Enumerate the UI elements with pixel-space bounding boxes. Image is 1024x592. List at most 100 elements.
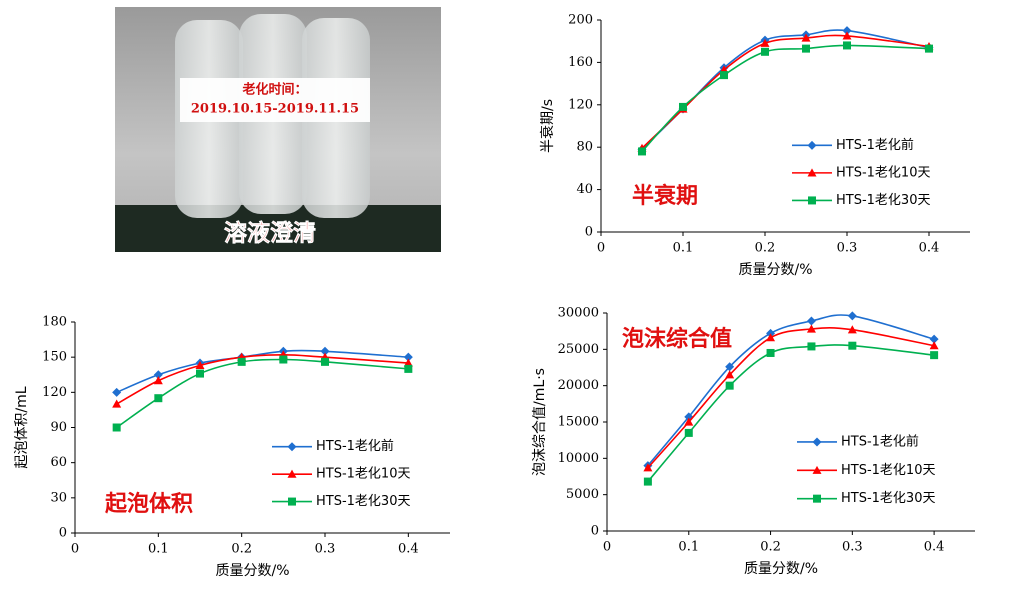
legend-label: HTS-1老化前 (841, 433, 919, 449)
marker (801, 33, 811, 42)
legend-marker (808, 196, 816, 205)
y-tick-label: 25000 (558, 342, 599, 357)
y-tick-label: 0 (59, 526, 67, 541)
y-tick-label: 30000 (558, 306, 599, 321)
marker (684, 428, 693, 437)
marker (802, 44, 810, 53)
marker (720, 71, 728, 80)
x-tick-label: 0 (597, 241, 605, 256)
photo: 老化时间： 2019.10.15-2019.11.15 溶液澄清 (115, 7, 441, 252)
marker (847, 325, 857, 334)
marker (403, 358, 413, 367)
y-tick-label: 15000 (558, 415, 599, 430)
legend-marker (807, 140, 817, 150)
marker (848, 341, 857, 350)
marker (112, 423, 121, 432)
y-tick-label: 30 (50, 490, 67, 505)
y-tick-label: 160 (568, 55, 593, 70)
annotation: 起泡体积 (104, 491, 193, 517)
series-line (116, 358, 409, 429)
marker (154, 394, 163, 403)
marker (760, 38, 770, 47)
photo-label-dates: 2019.10.15-2019.11.15 (191, 102, 359, 117)
legend-marker (812, 437, 822, 447)
marker (847, 311, 857, 321)
y-axis-label: 起泡体积/mL (14, 386, 30, 468)
legend-marker (812, 465, 822, 474)
legend-marker (287, 442, 297, 452)
legend-marker (813, 494, 821, 503)
marker (725, 362, 735, 372)
x-tick-label: 0 (71, 542, 79, 557)
x-tick-label: 0.1 (673, 241, 694, 256)
y-tick-label: 90 (50, 420, 67, 435)
marker (112, 399, 122, 408)
marker (930, 351, 939, 360)
y-tick-label: 40 (576, 182, 593, 197)
photo-label-title: 老化时间： (241, 82, 307, 98)
legend-label: HTS-1老化10天 (836, 165, 930, 180)
legend-label: HTS-1老化前 (316, 438, 394, 454)
marker (279, 355, 288, 364)
series-line (641, 29, 930, 150)
marker (929, 334, 939, 344)
marker (638, 147, 646, 156)
legend-marker (807, 168, 817, 177)
marker (153, 370, 163, 380)
y-tick-label: 150 (42, 350, 67, 365)
legend-label: HTS-1老化10天 (316, 467, 410, 482)
x-tick-label: 0.4 (398, 542, 419, 557)
marker (725, 370, 735, 379)
y-tick-label: 80 (576, 140, 593, 155)
marker (643, 477, 652, 486)
marker (929, 341, 939, 350)
legend-label: HTS-1老化10天 (841, 463, 935, 478)
y-tick-label: 120 (568, 97, 593, 112)
legend-marker (287, 469, 297, 478)
chart: 0 30 60 90 120 150 180 0 0.1 0.2 0.3 0.4 质量分数/% 起泡体积/… (14, 315, 450, 579)
marker (196, 369, 204, 378)
x-tick-label: 0.1 (148, 542, 169, 557)
y-tick-label: 0 (585, 225, 593, 240)
y-tick-label: 5000 (566, 487, 599, 502)
marker (766, 333, 776, 342)
marker (153, 376, 163, 385)
y-tick-label: 20000 (558, 378, 599, 393)
legend-label: HTS-1老化30天 (836, 193, 930, 208)
x-axis-label: 质量分数/% (215, 563, 289, 579)
marker (684, 417, 694, 426)
series-line (116, 349, 409, 394)
y-tick-label: 180 (42, 315, 67, 330)
x-tick-label: 0.3 (315, 542, 336, 557)
x-tick-label: 0.2 (755, 241, 776, 256)
marker (195, 360, 205, 369)
annotation: 泡沫综合值 (622, 326, 732, 352)
marker (843, 41, 851, 50)
marker (237, 357, 246, 366)
y-tick-label: 10000 (558, 451, 599, 466)
marker (807, 342, 816, 351)
legend-label: HTS-1老化30天 (841, 491, 935, 506)
x-tick-label: 0.2 (231, 542, 252, 557)
marker (806, 316, 816, 326)
y-tick-label: 200 (568, 13, 593, 28)
marker (725, 381, 734, 390)
y-tick-label: 120 (42, 385, 67, 400)
chart: 0 5000 10000 15000 20000 25000 30000 0 0.1 0.2 0.3… (532, 306, 975, 577)
x-tick-label: 0.3 (842, 540, 863, 555)
photo-caption: 溶液澄清 (224, 220, 316, 247)
x-tick-label: 0.2 (760, 540, 781, 555)
marker (806, 324, 816, 333)
marker (643, 463, 653, 472)
marker (761, 47, 769, 56)
x-tick-label: 0.4 (919, 241, 940, 256)
series-line (641, 44, 930, 152)
photo-label-box (180, 78, 370, 122)
legend-label: HTS-1老化30天 (316, 494, 410, 509)
series-line (641, 34, 930, 149)
y-axis-label: 泡沫综合值/mL·s (532, 368, 548, 476)
y-axis-label: 半衰期/s (539, 99, 556, 153)
x-tick-label: 0.4 (924, 540, 945, 555)
x-tick-label: 0.3 (837, 241, 858, 256)
legend-marker (288, 497, 296, 506)
